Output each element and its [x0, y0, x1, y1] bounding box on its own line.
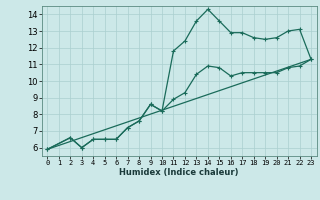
- X-axis label: Humidex (Indice chaleur): Humidex (Indice chaleur): [119, 168, 239, 177]
